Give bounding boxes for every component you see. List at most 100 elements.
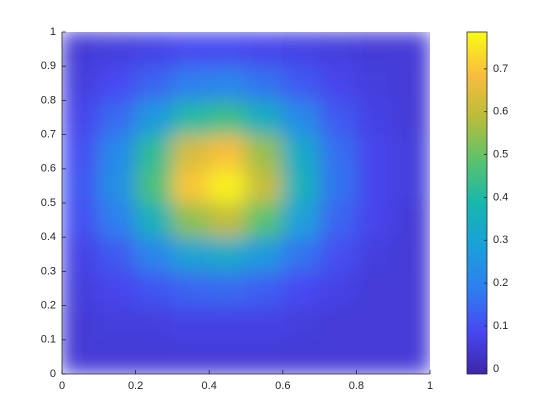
- heatmap-cell: [208, 202, 247, 238]
- y-tick-label: 0.5: [41, 197, 56, 209]
- heatmap-cell: [355, 65, 394, 101]
- heatmap-cell: [319, 99, 357, 136]
- y-tick-label: 0.2: [41, 300, 56, 312]
- heatmap-cell: [171, 202, 210, 238]
- heatmap-cell: [245, 134, 284, 170]
- heatmap-cell: [171, 168, 210, 204]
- heatmap-cell: [171, 65, 210, 101]
- heatmap-cell: [62, 99, 100, 136]
- heatmap-cell: [98, 32, 137, 67]
- heatmap-cell: [392, 134, 430, 170]
- heatmap-cell: [319, 270, 357, 307]
- heatmap-cell: [208, 236, 247, 272]
- colorbar-tick-label: 0.6: [493, 106, 508, 118]
- heatmap-cell: [208, 305, 247, 341]
- heatmap-cell: [245, 236, 284, 272]
- heatmap-cell: [98, 65, 137, 101]
- heatmap-cell: [282, 305, 321, 341]
- heatmap-cell: [282, 270, 321, 307]
- heatmap-cell: [355, 168, 394, 204]
- heatmap-cell: [319, 202, 357, 238]
- heatmap-cell: [282, 236, 321, 272]
- heatmap-cell: [282, 339, 321, 374]
- heatmap-cell: [355, 134, 394, 170]
- colorbar-tick-label: 0.1: [493, 320, 508, 332]
- heatmap-cell: [319, 305, 357, 341]
- heatmap-cell: [171, 339, 210, 374]
- heatmap-cell: [62, 270, 100, 307]
- heatmap-cell: [171, 32, 210, 67]
- heatmap-cell: [208, 32, 247, 67]
- heatmap-cell: [62, 134, 100, 170]
- heatmap-cell: [135, 65, 173, 101]
- heatmap-cell: [98, 134, 137, 170]
- y-tick-label: 0.7: [41, 129, 56, 141]
- heatmap-cell: [392, 339, 430, 374]
- y-tick-label: 0.8: [41, 94, 56, 106]
- heatmap-cell: [135, 202, 173, 238]
- heatmap-cell: [355, 305, 394, 341]
- heatmap-cell: [282, 99, 321, 136]
- heatmap-cell: [98, 168, 137, 204]
- colorbar-tick-label: 0.3: [493, 234, 508, 246]
- heatmap-cell: [62, 339, 100, 374]
- y-tick-label: 0.9: [41, 60, 56, 72]
- heatmap-cell: [171, 236, 210, 272]
- heatmap-cell: [319, 134, 357, 170]
- heatmap-cell: [98, 202, 137, 238]
- heatmap-cell: [392, 270, 430, 307]
- heatmap-cell: [245, 65, 284, 101]
- y-tick-label: 0.6: [41, 163, 56, 175]
- heatmap-cell: [319, 236, 357, 272]
- heatmap-cell: [135, 168, 173, 204]
- x-tick-label: 0.2: [128, 380, 143, 392]
- heatmap-cell: [355, 339, 394, 374]
- y-tick-label: 0: [50, 368, 56, 380]
- heatmap-cell: [319, 65, 357, 101]
- x-tick-label: 0.8: [349, 380, 364, 392]
- heatmap-cell: [392, 99, 430, 136]
- heatmap-cell: [171, 305, 210, 341]
- heatmap-cell: [171, 134, 210, 170]
- colorbar: [466, 31, 488, 375]
- heatmap-cell: [245, 32, 284, 67]
- heatmap-cell: [208, 134, 247, 170]
- heatmap-cell: [392, 305, 430, 341]
- x-tick-label: 0.6: [275, 380, 290, 392]
- heatmap-cell: [319, 32, 357, 67]
- heatmap-cell: [62, 202, 100, 238]
- x-tick-label: 1: [427, 380, 433, 392]
- heatmap-cell: [208, 339, 247, 374]
- y-tick-label: 0.4: [41, 231, 56, 243]
- heatmap-cell: [392, 32, 430, 67]
- heatmap-cell: [392, 65, 430, 101]
- heatmap-cell: [355, 32, 394, 67]
- heatmap-cell: [208, 65, 247, 101]
- heatmap-cell: [135, 99, 173, 136]
- heatmap-cell: [135, 270, 173, 307]
- heatmap-cell: [282, 202, 321, 238]
- heatmap-cell: [392, 168, 430, 204]
- heatmap-cell: [245, 168, 284, 204]
- x-tick-label: 0.4: [202, 380, 217, 392]
- colorbar-tick-label: 0.7: [493, 63, 508, 75]
- heatmap-cell: [282, 32, 321, 67]
- heatmap-cell: [62, 168, 100, 204]
- heatmap-cell: [208, 270, 247, 307]
- heatmap-cell: [98, 236, 137, 272]
- heatmap-cell: [245, 270, 284, 307]
- heatmap-cell: [245, 202, 284, 238]
- heatmap-cell: [135, 305, 173, 341]
- heatmap-cell: [245, 99, 284, 136]
- heatmap-cell: [245, 305, 284, 341]
- heatmap-cell: [208, 168, 247, 204]
- heatmap-cell: [355, 99, 394, 136]
- heatmap-cell: [392, 202, 430, 238]
- colorbar-tick-label: 0.2: [493, 277, 508, 289]
- heatmap-cell: [319, 168, 357, 204]
- heatmap-cell: [98, 339, 137, 374]
- heatmap-cell: [62, 236, 100, 272]
- heatmap-cell: [62, 65, 100, 101]
- colorbar-tick-label: 0.5: [493, 148, 508, 160]
